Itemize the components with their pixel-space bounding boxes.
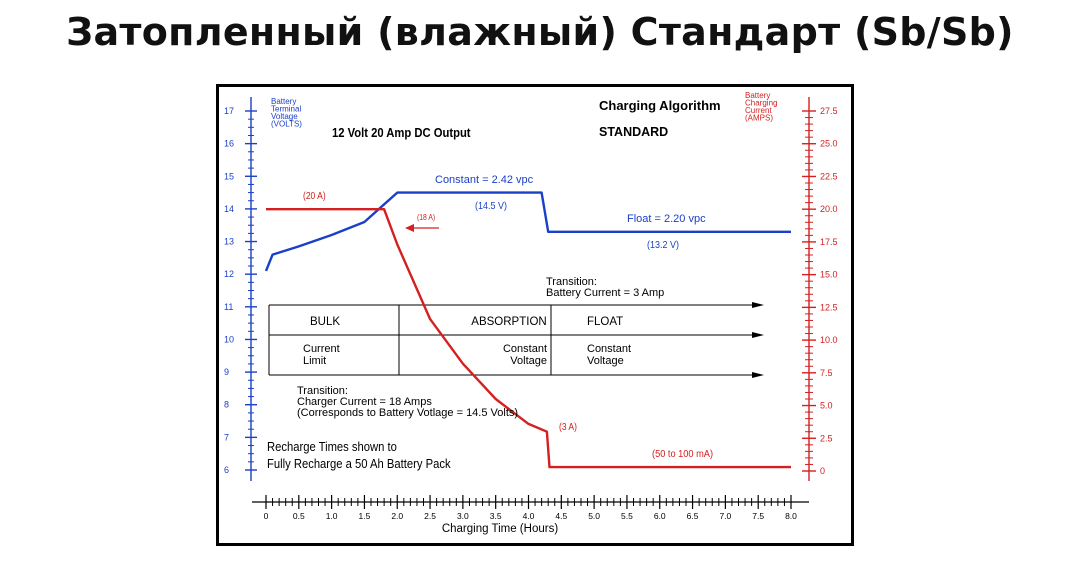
x-tick-label: 7.5 [752, 511, 764, 521]
left-tick-label: 12 [224, 269, 234, 279]
left-axis-title-line: Voltage [271, 112, 298, 121]
left-tick-label: 7 [224, 432, 229, 442]
annotation-recharge-note: Fully Recharge a 50 Ah Battery Pack [267, 456, 451, 471]
x-axis-title: Charging Time (Hours) [442, 523, 558, 535]
right-axis-title-line: Current [745, 106, 772, 115]
right-tick-label: 15.0 [820, 270, 838, 280]
annotation-transition-bottom: (Corresponds to Battery Votlage = 14.5 V… [297, 407, 518, 419]
voltage-series-line [264, 191, 791, 272]
annotation-3a: (3 A) [559, 421, 577, 432]
x-tick-label: 6.0 [654, 511, 666, 521]
right-tick-label: 12.5 [820, 302, 838, 312]
annotation-transition-top: Battery Current = 3 Amp [546, 287, 664, 299]
right-tick-label: 7.5 [820, 368, 833, 378]
axes-layer: 6 7 8 9 10 11 12 13 14 15 16 17 0 2.5 5.0 7.5 10.0 12.5 15… [224, 97, 838, 535]
x-tick-label: 5.5 [621, 511, 633, 521]
x-tick-label: 2.0 [391, 511, 403, 521]
right-tick-label: 10.0 [820, 335, 838, 345]
annotation-20a: (20 A) [303, 190, 326, 201]
chart-title: Charging Algorithm [599, 98, 721, 113]
x-tick-label: 4.0 [523, 511, 535, 521]
right-tick-label: 22.5 [820, 171, 838, 181]
right-tick-label: 2.5 [820, 433, 833, 443]
table-arrow-top [752, 302, 764, 308]
annotation-constant-voltage: (14.5 V) [475, 201, 507, 213]
phase-desc-bulk: Current [303, 343, 340, 355]
left-axis-title-line: Terminal [271, 105, 301, 114]
left-tick-label: 17 [224, 106, 234, 116]
annotation-transition-top: Transition: [546, 276, 597, 288]
phase-desc-bulk: Limit [303, 355, 326, 367]
right-axis-title-line: Charging [745, 99, 777, 108]
left-tick-label: 8 [224, 400, 229, 410]
right-tick-label: 17.5 [820, 237, 838, 247]
x-tick-label: 7.0 [719, 511, 731, 521]
phase-desc-float: Constant [587, 343, 631, 355]
table-arrow-bottom [752, 372, 764, 378]
annotation-recharge-note: Recharge Times shown to [267, 439, 397, 454]
chart-frame: 6 7 8 9 10 11 12 13 14 15 16 17 0 2.5 5.0 7.5 10.0 12.5 15… [216, 84, 854, 546]
left-tick-label: 6 [224, 465, 229, 475]
left-tick-label: 10 [224, 334, 234, 344]
phase-desc-float: Voltage [587, 355, 624, 367]
phase-desc-absorption: Voltage [510, 355, 547, 367]
charging-algorithm-chart: 6 7 8 9 10 11 12 13 14 15 16 17 0 2.5 5.0 7.5 10.0 12.5 15… [224, 91, 838, 535]
x-tick-label: 4.5 [555, 511, 567, 521]
right-tick-label: 20.0 [820, 204, 838, 214]
left-tick-label: 16 [224, 139, 234, 149]
annotation-constant: Constant = 2.42 vpc [435, 174, 534, 186]
x-tick-label: 6.5 [687, 511, 699, 521]
left-tick-label: 15 [224, 171, 234, 181]
right-tick-label: 27.5 [820, 106, 838, 116]
x-tick-label: 3.0 [457, 511, 469, 521]
annotation-transition-bottom: Transition: [297, 385, 348, 397]
x-tick-label: 5.0 [588, 511, 600, 521]
x-tick-label: 1.0 [326, 511, 338, 521]
x-tick-label: 0 [264, 511, 269, 521]
x-tick-label: 3.5 [490, 511, 502, 521]
left-tick-label: 14 [224, 204, 234, 214]
chart-mode: STANDARD [599, 125, 668, 139]
table-arrow-mid [752, 332, 764, 338]
x-tick-label: 8.0 [785, 511, 797, 521]
phase-desc-absorption: Constant [503, 343, 547, 355]
x-tick-label: 1.5 [359, 511, 371, 521]
right-axis-title-line: Battery [745, 91, 770, 100]
right-axis-title-line: (AMPS) [745, 114, 773, 123]
left-axis-title-line: (VOLTS) [271, 120, 302, 129]
annotation-float: Float = 2.20 vpc [627, 213, 706, 225]
annotation-layer: BatteryTerminalVoltage(VOLTS)BatteryChar… [267, 91, 777, 471]
left-tick-label: 11 [224, 302, 233, 312]
right-tick-label: 5.0 [820, 401, 833, 411]
left-tick-label: 9 [224, 367, 229, 377]
phase-name-absorption: ABSORPTION [471, 316, 546, 328]
series-layer [264, 191, 791, 469]
phase-name-bulk: BULK [310, 316, 340, 328]
phase-table: BULK ABSORPTION FLOATCurrentLimitConstantV… [268, 302, 764, 378]
right-tick-label: 0 [820, 466, 825, 476]
page-title: Затопленный (влажный) Стандарт (Sb/Sb) [66, 10, 1014, 54]
current-series-line [266, 208, 791, 469]
chart-subtitle: 12 Volt 20 Amp DC Output [332, 125, 471, 140]
phase-name-float: FLOAT [587, 316, 623, 328]
x-tick-label: 2.5 [424, 511, 436, 521]
left-axis-title-line: Battery [271, 97, 296, 106]
annotation-float-voltage: (13.2 V) [647, 240, 679, 252]
x-tick-label: 0.5 [293, 511, 305, 521]
right-tick-label: 25.0 [820, 139, 838, 149]
annotation-transition-bottom: Charger Current = 18 Amps [297, 396, 432, 408]
annotation-18a: (18 A) [417, 212, 435, 222]
annotation-float-current: (50 to 100 mA) [652, 449, 713, 461]
annotation-18a-arrowhead [405, 224, 414, 232]
left-tick-label: 13 [224, 237, 234, 247]
